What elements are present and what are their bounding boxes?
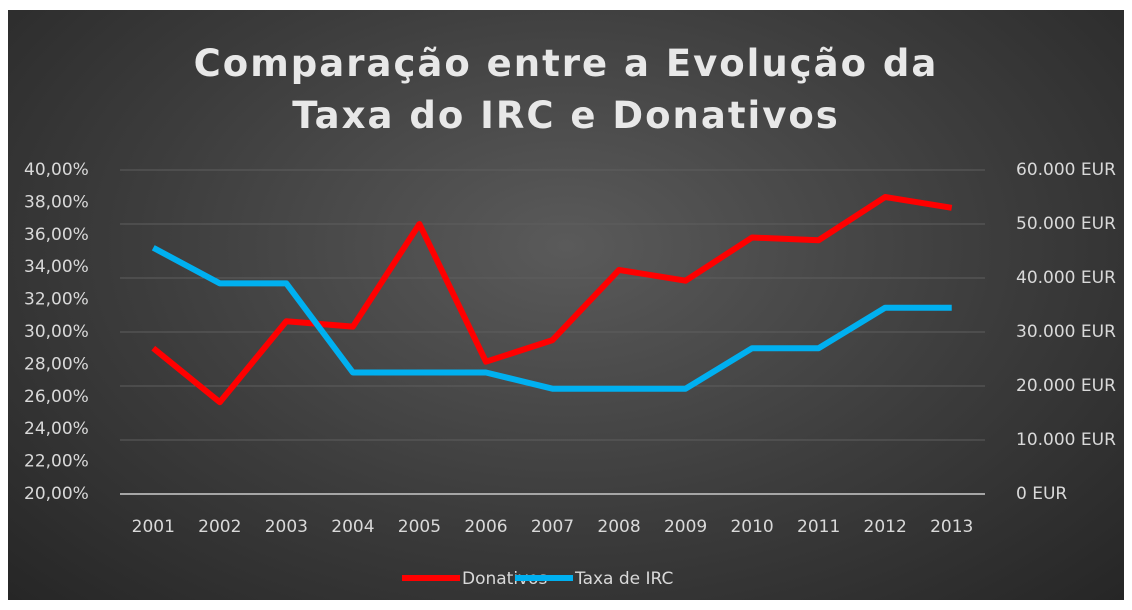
x-tick-label: 2004 bbox=[331, 517, 374, 537]
x-tick-label: 2006 bbox=[464, 517, 507, 537]
x-tick-label: 2007 bbox=[531, 517, 574, 537]
y2-tick-label: 30.000 EUR bbox=[1016, 322, 1116, 342]
x-tick-label: 2001 bbox=[132, 517, 175, 537]
legend-label: Donativos bbox=[462, 569, 548, 589]
y-tick-label: 30,00% bbox=[24, 322, 89, 342]
series-line bbox=[151, 194, 953, 406]
x-tick-label: 2005 bbox=[398, 517, 441, 537]
y-tick-label: 24,00% bbox=[24, 419, 89, 439]
y2-tick-label: 0 EUR bbox=[1016, 484, 1067, 504]
chart-title: Comparação entre a Evolução da Taxa do I… bbox=[193, 42, 939, 137]
y2-tick-label: 40.000 EUR bbox=[1016, 268, 1116, 288]
y2-tick-label: 20.000 EUR bbox=[1016, 376, 1116, 396]
y-tick-label: 28,00% bbox=[24, 354, 89, 374]
y-tick-label: 32,00% bbox=[24, 290, 89, 310]
y-tick-label: 20,00% bbox=[24, 484, 89, 504]
y-tick-label: 22,00% bbox=[24, 452, 89, 472]
series-line bbox=[151, 245, 952, 392]
x-tick-label: 2010 bbox=[730, 517, 773, 537]
y-tick-label: 26,00% bbox=[24, 387, 89, 407]
y2-tick-label: 60.000 EUR bbox=[1016, 160, 1116, 180]
x-tick-label: 2012 bbox=[864, 517, 907, 537]
y2-tick-label: 10.000 EUR bbox=[1016, 430, 1116, 450]
x-tick-label: 2003 bbox=[265, 517, 308, 537]
x-tick-label: 2013 bbox=[930, 517, 973, 537]
x-tick-label: 2009 bbox=[664, 517, 707, 537]
x-tick-label: 2011 bbox=[797, 517, 840, 537]
x-tick-label: 2002 bbox=[198, 517, 241, 537]
y2-tick-label: 50.000 EUR bbox=[1016, 214, 1116, 234]
y-tick-label: 40,00% bbox=[24, 160, 89, 180]
x-tick-label: 2008 bbox=[597, 517, 640, 537]
y-tick-label: 36,00% bbox=[24, 225, 89, 245]
legend-label: Taxa de IRC bbox=[574, 569, 673, 589]
y-tick-label: 38,00% bbox=[24, 192, 89, 212]
y-tick-label: 34,00% bbox=[24, 257, 89, 277]
